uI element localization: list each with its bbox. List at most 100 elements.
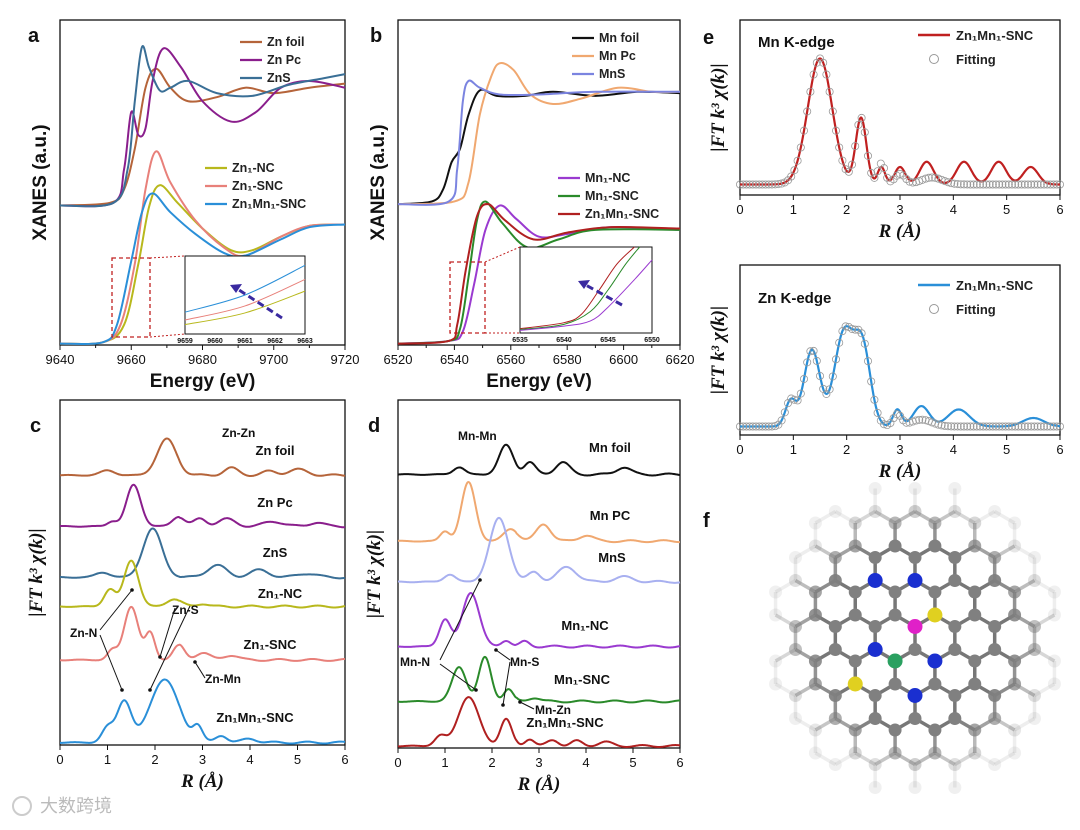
fitting-point [908, 417, 917, 426]
fitting-point [1030, 422, 1039, 431]
y-axis-label: XANES (a.u.) [30, 124, 51, 240]
x-tick-label: 0 [56, 752, 63, 767]
fitting-point [873, 167, 882, 176]
arrow-head-icon [478, 578, 482, 582]
annotation-arrow [439, 663, 477, 691]
bond [834, 751, 857, 767]
legend-label: Zn foil [267, 35, 305, 49]
x-tick-label: 6520 [384, 352, 413, 367]
fitting-point [1030, 180, 1039, 189]
x-axis-label: R (Å) [878, 461, 922, 482]
fitting-point [764, 180, 773, 189]
x-axis-label: R (Å) [517, 774, 561, 795]
x-tick-label: 6 [341, 752, 348, 767]
series-line-4 [59, 150, 346, 346]
x-tick-label: 5 [1003, 202, 1010, 217]
carbon-atom [908, 482, 922, 495]
x-tick-label: 6540 [440, 352, 469, 367]
carbon-atom [968, 539, 982, 553]
bond [774, 647, 797, 663]
annotation-arrow [149, 605, 191, 691]
fitting-point [1020, 422, 1029, 431]
series-line-1 [397, 480, 681, 544]
x-tick-label: 3 [896, 202, 903, 217]
fitting-point [944, 422, 953, 431]
inset-line-2 [184, 290, 306, 326]
carbon-atom [868, 620, 882, 633]
fitting-point [960, 422, 969, 431]
fitting-point [835, 143, 844, 152]
panel-letter-c: c [30, 415, 41, 437]
bond [794, 544, 817, 560]
arrow-head-icon [148, 688, 152, 692]
fitting-point [1056, 422, 1065, 431]
fitting-point [880, 420, 889, 429]
carbon-atom [948, 689, 962, 702]
carbon-atom [908, 758, 922, 771]
carbon-atom [868, 781, 882, 794]
fitting-point [851, 325, 860, 334]
carbon-atom [1028, 712, 1042, 725]
fitting-point [956, 422, 965, 431]
fitting-point [963, 180, 972, 189]
legend-label: Zn₁Mn₁-SNC [956, 278, 1034, 293]
fitting-point [835, 338, 844, 347]
x-tick-label: 5 [1003, 442, 1010, 457]
carbon-atom [828, 758, 842, 771]
carbon-atom [1028, 689, 1042, 702]
fitting-point [1049, 180, 1058, 189]
y-axis-label: XANES (a.u.) [368, 124, 389, 240]
fitting-point [844, 167, 853, 176]
zoom-connector [149, 333, 186, 338]
arrow-head-icon [158, 655, 162, 659]
fitting-point [809, 346, 818, 355]
carbon-atom [1008, 516, 1022, 530]
fitting-point [950, 179, 959, 188]
fitting-point [777, 179, 786, 188]
curve-label: ZnS [263, 545, 288, 560]
carbon-atom [828, 551, 842, 564]
fitting-point [995, 180, 1004, 189]
inset-tick-label: 6540 [556, 337, 572, 344]
n-atom [907, 573, 923, 588]
carbon-atom [888, 585, 902, 599]
fitting-point [764, 422, 773, 431]
trend-arrow [235, 286, 283, 320]
annotation-arrow [439, 579, 481, 661]
inset-tick-label: 9661 [237, 338, 253, 345]
fitting-point [768, 422, 777, 431]
carbon-atom [1047, 677, 1061, 691]
annotation-arrow [159, 607, 176, 658]
fitting-point [867, 377, 876, 386]
fitting-point [953, 422, 962, 431]
fitting-point [1004, 422, 1013, 431]
bond [993, 751, 1016, 767]
zoom-region-box [111, 257, 151, 338]
series-line-5 [397, 696, 681, 749]
arrow-head-icon [501, 703, 505, 707]
fitting-point [838, 156, 847, 165]
curve-label: Zn₁-SNC [243, 637, 297, 652]
arrow-head-icon [130, 588, 134, 592]
fitting-point [1033, 180, 1042, 189]
inset-tick-label: 9660 [207, 338, 223, 345]
fitting-point [793, 156, 802, 165]
inset-line-1 [184, 278, 306, 321]
carbon-atom [988, 712, 1002, 725]
x-tick-label: 5 [294, 752, 301, 767]
curve-label: Zn₁-NC [258, 586, 303, 601]
series-line-2 [397, 79, 681, 206]
x-tick-label: 1 [104, 752, 111, 767]
carbon-atom [988, 505, 1002, 518]
x-tick-label: 0 [394, 755, 401, 770]
fitting-point [736, 422, 745, 431]
edge-title: Zn K-edge [758, 290, 831, 307]
fitting-point [832, 126, 841, 135]
fitting-point [924, 173, 933, 182]
fitting-point [828, 107, 837, 116]
fitting-point [947, 179, 956, 188]
series-line-2 [59, 45, 346, 208]
x-tick-label: 9720 [331, 352, 360, 367]
carbon-atom [1008, 585, 1022, 599]
fitting-point [1011, 180, 1020, 189]
